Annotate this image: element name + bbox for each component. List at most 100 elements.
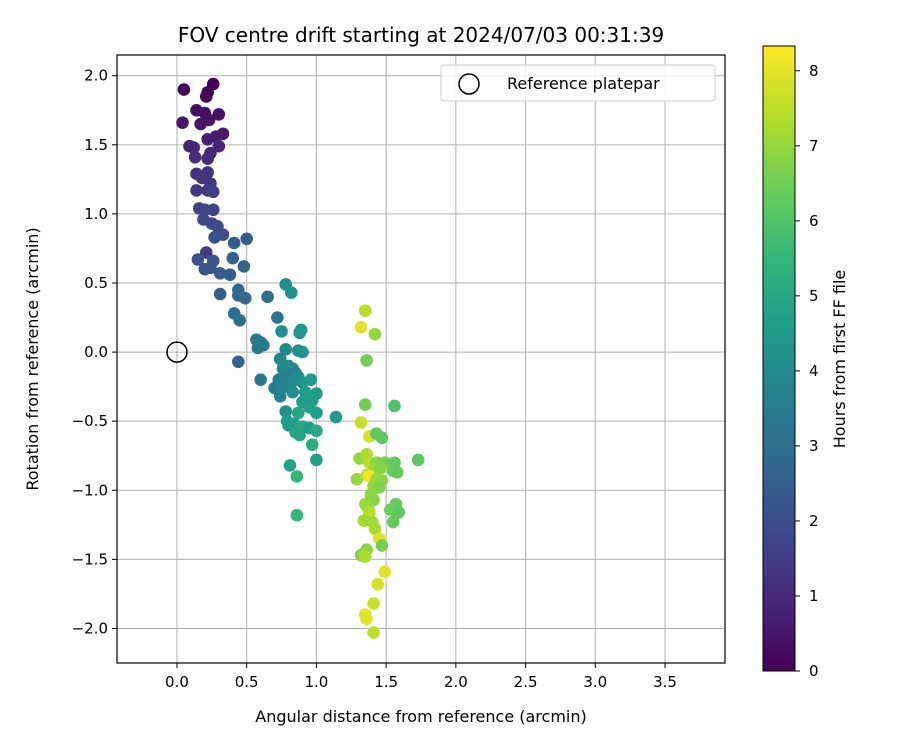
- data-point: [291, 406, 305, 420]
- data-point: [293, 326, 306, 340]
- plot-frame: [116, 54, 726, 664]
- y-tick-label: 1.5: [84, 136, 108, 154]
- legend-box: [440, 64, 716, 102]
- data-points: [176, 77, 425, 639]
- data-point: [279, 405, 293, 418]
- data-point: [273, 390, 287, 403]
- data-point: [411, 453, 425, 467]
- data-point: [358, 398, 372, 411]
- data-point: [212, 139, 226, 153]
- data-point: [212, 108, 226, 121]
- y-tick-label: −2.0: [72, 619, 108, 637]
- data-point: [354, 320, 368, 334]
- colorbar-tick-label: 0: [809, 662, 819, 680]
- data-point: [296, 345, 309, 359]
- data-point: [208, 231, 221, 244]
- data-point: [310, 424, 323, 438]
- data-point: [188, 150, 202, 164]
- colorbar-tick-label: 6: [809, 212, 819, 230]
- data-point: [360, 612, 373, 626]
- data-point: [388, 399, 401, 413]
- colorbar-label: Hours from first FF file: [830, 270, 849, 449]
- x-tick-label: 1.5: [374, 673, 398, 691]
- data-point: [201, 132, 214, 146]
- data-point: [204, 261, 217, 275]
- x-tick-label: 2.5: [514, 673, 538, 691]
- data-point: [374, 461, 387, 475]
- data-point: [372, 481, 386, 494]
- data-point: [223, 268, 237, 282]
- data-point: [329, 410, 343, 424]
- data-point: [304, 373, 318, 387]
- data-point: [368, 327, 382, 341]
- data-point: [375, 539, 389, 552]
- data-point: [232, 355, 245, 369]
- data-point: [261, 290, 274, 304]
- y-tick-label: 0.0: [84, 343, 108, 361]
- data-point: [177, 83, 191, 96]
- data-point: [237, 260, 251, 273]
- colorbar-tick-label: 3: [809, 437, 819, 455]
- data-point: [305, 438, 319, 451]
- data-point: [240, 232, 253, 246]
- data-point: [378, 565, 392, 579]
- x-tick-label: 3.0: [583, 673, 607, 691]
- data-point: [360, 354, 373, 367]
- data-point: [257, 338, 270, 352]
- data-point: [367, 597, 380, 610]
- data-point: [298, 385, 312, 399]
- data-point: [271, 311, 284, 324]
- x-tick-label: 2.0: [444, 673, 468, 691]
- data-point: [290, 470, 304, 483]
- data-point: [358, 550, 372, 563]
- colorbar-tick-label: 2: [809, 512, 819, 530]
- data-point: [238, 291, 252, 305]
- data-point: [279, 343, 293, 356]
- colorbar: [762, 45, 796, 672]
- y-tick-label: −1.0: [72, 481, 108, 499]
- y-tick-label: 0.5: [84, 274, 108, 292]
- data-point: [310, 406, 323, 420]
- data-point: [199, 90, 213, 103]
- y-axis-ticks: 2.0 1.5 1.0 0.5 0.0 −0.5 −1.0 −1.5 −2.0: [72, 67, 117, 637]
- data-point: [368, 522, 382, 536]
- data-point: [213, 267, 227, 280]
- data-point: [390, 466, 404, 479]
- data-point: [206, 185, 220, 199]
- data-point: [275, 325, 288, 338]
- x-tick-label: 0.5: [235, 673, 259, 691]
- y-tick-label: 1.0: [84, 205, 108, 223]
- grid-lines: [117, 55, 725, 663]
- data-point: [293, 428, 306, 442]
- data-point: [194, 117, 207, 131]
- data-point: [392, 506, 405, 519]
- data-point: [176, 116, 189, 130]
- data-point: [273, 352, 287, 366]
- colorbar-tick-label: 1: [809, 587, 819, 605]
- data-point: [226, 251, 240, 265]
- data-point: [213, 287, 227, 301]
- data-point: [285, 286, 298, 299]
- x-tick-label: 0.0: [165, 673, 189, 691]
- x-axis-ticks: 0.0 0.5 1.0 1.5 2.0 2.5 3.0 3.5: [165, 663, 677, 691]
- y-axis-label: Rotation from reference (arcmin): [23, 227, 42, 490]
- y-tick-label: −1.5: [72, 550, 108, 568]
- data-point: [206, 203, 220, 217]
- colorbar-tick-label: 4: [809, 362, 819, 380]
- legend: Reference platepar: [440, 64, 716, 102]
- data-point: [254, 373, 267, 387]
- colorbar-ticks: 0 1 2 3 4 5 6 7 8: [795, 62, 819, 680]
- data-point: [233, 314, 247, 327]
- data-point: [375, 431, 389, 445]
- data-point: [354, 416, 368, 429]
- x-tick-label: 1.0: [304, 673, 328, 691]
- data-point: [201, 152, 214, 165]
- data-point: [190, 184, 203, 197]
- x-axis-label: Angular distance from reference (arcmin): [255, 707, 586, 726]
- y-tick-label: 2.0: [84, 67, 108, 85]
- data-point: [286, 385, 300, 399]
- data-point: [199, 246, 213, 259]
- data-point: [290, 508, 304, 522]
